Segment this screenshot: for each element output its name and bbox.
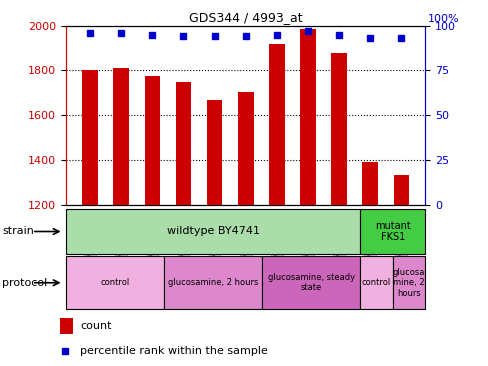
Bar xyxy=(331,52,346,205)
Text: mutant
FKS1: mutant FKS1 xyxy=(374,221,410,242)
Text: control: control xyxy=(361,278,390,287)
Text: glucosamine, steady
state: glucosamine, steady state xyxy=(267,273,354,292)
Bar xyxy=(206,100,222,205)
Bar xyxy=(66,209,359,254)
Text: percentile rank within the sample: percentile rank within the sample xyxy=(80,347,267,356)
Bar xyxy=(300,29,315,205)
Text: control: control xyxy=(100,278,129,287)
Bar xyxy=(393,175,408,205)
Bar xyxy=(144,76,160,205)
Text: strain: strain xyxy=(2,227,34,236)
Bar xyxy=(66,256,163,309)
Bar xyxy=(82,71,98,205)
Text: count: count xyxy=(80,321,111,331)
Text: wildtype BY4741: wildtype BY4741 xyxy=(166,227,259,236)
Bar xyxy=(238,92,253,205)
Bar xyxy=(163,256,262,309)
Bar xyxy=(113,68,129,205)
Bar xyxy=(359,209,425,254)
Text: glucosa
mine, 2
hours: glucosa mine, 2 hours xyxy=(392,268,425,298)
Bar xyxy=(362,163,377,205)
Text: protocol: protocol xyxy=(2,278,48,288)
Bar xyxy=(60,318,73,334)
Text: 100%: 100% xyxy=(427,14,459,24)
Bar xyxy=(175,82,191,205)
Title: GDS344 / 4993_at: GDS344 / 4993_at xyxy=(188,11,302,25)
Text: glucosamine, 2 hours: glucosamine, 2 hours xyxy=(167,278,258,287)
Bar xyxy=(262,256,359,309)
Bar xyxy=(268,44,284,205)
Bar xyxy=(359,256,392,309)
Bar xyxy=(392,256,425,309)
